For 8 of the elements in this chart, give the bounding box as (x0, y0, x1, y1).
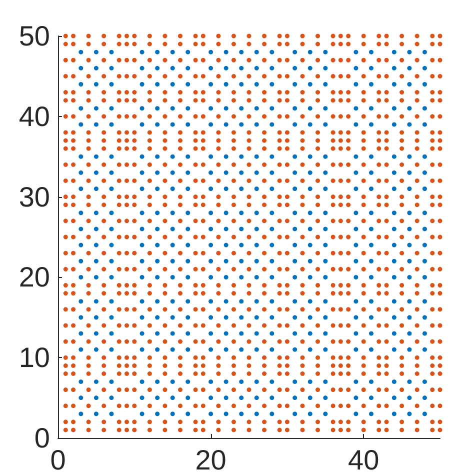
y-tick-label: 0 (34, 422, 50, 454)
x-tick-label: 40 (348, 444, 380, 474)
y-tick-label: 50 (18, 20, 50, 52)
y-tick-label: 40 (18, 100, 50, 132)
y-tick-label: 30 (18, 181, 50, 212)
x-tick-label: 20 (195, 444, 226, 474)
y-tick-label: 20 (18, 262, 50, 293)
y-tick-label: 10 (18, 342, 50, 374)
